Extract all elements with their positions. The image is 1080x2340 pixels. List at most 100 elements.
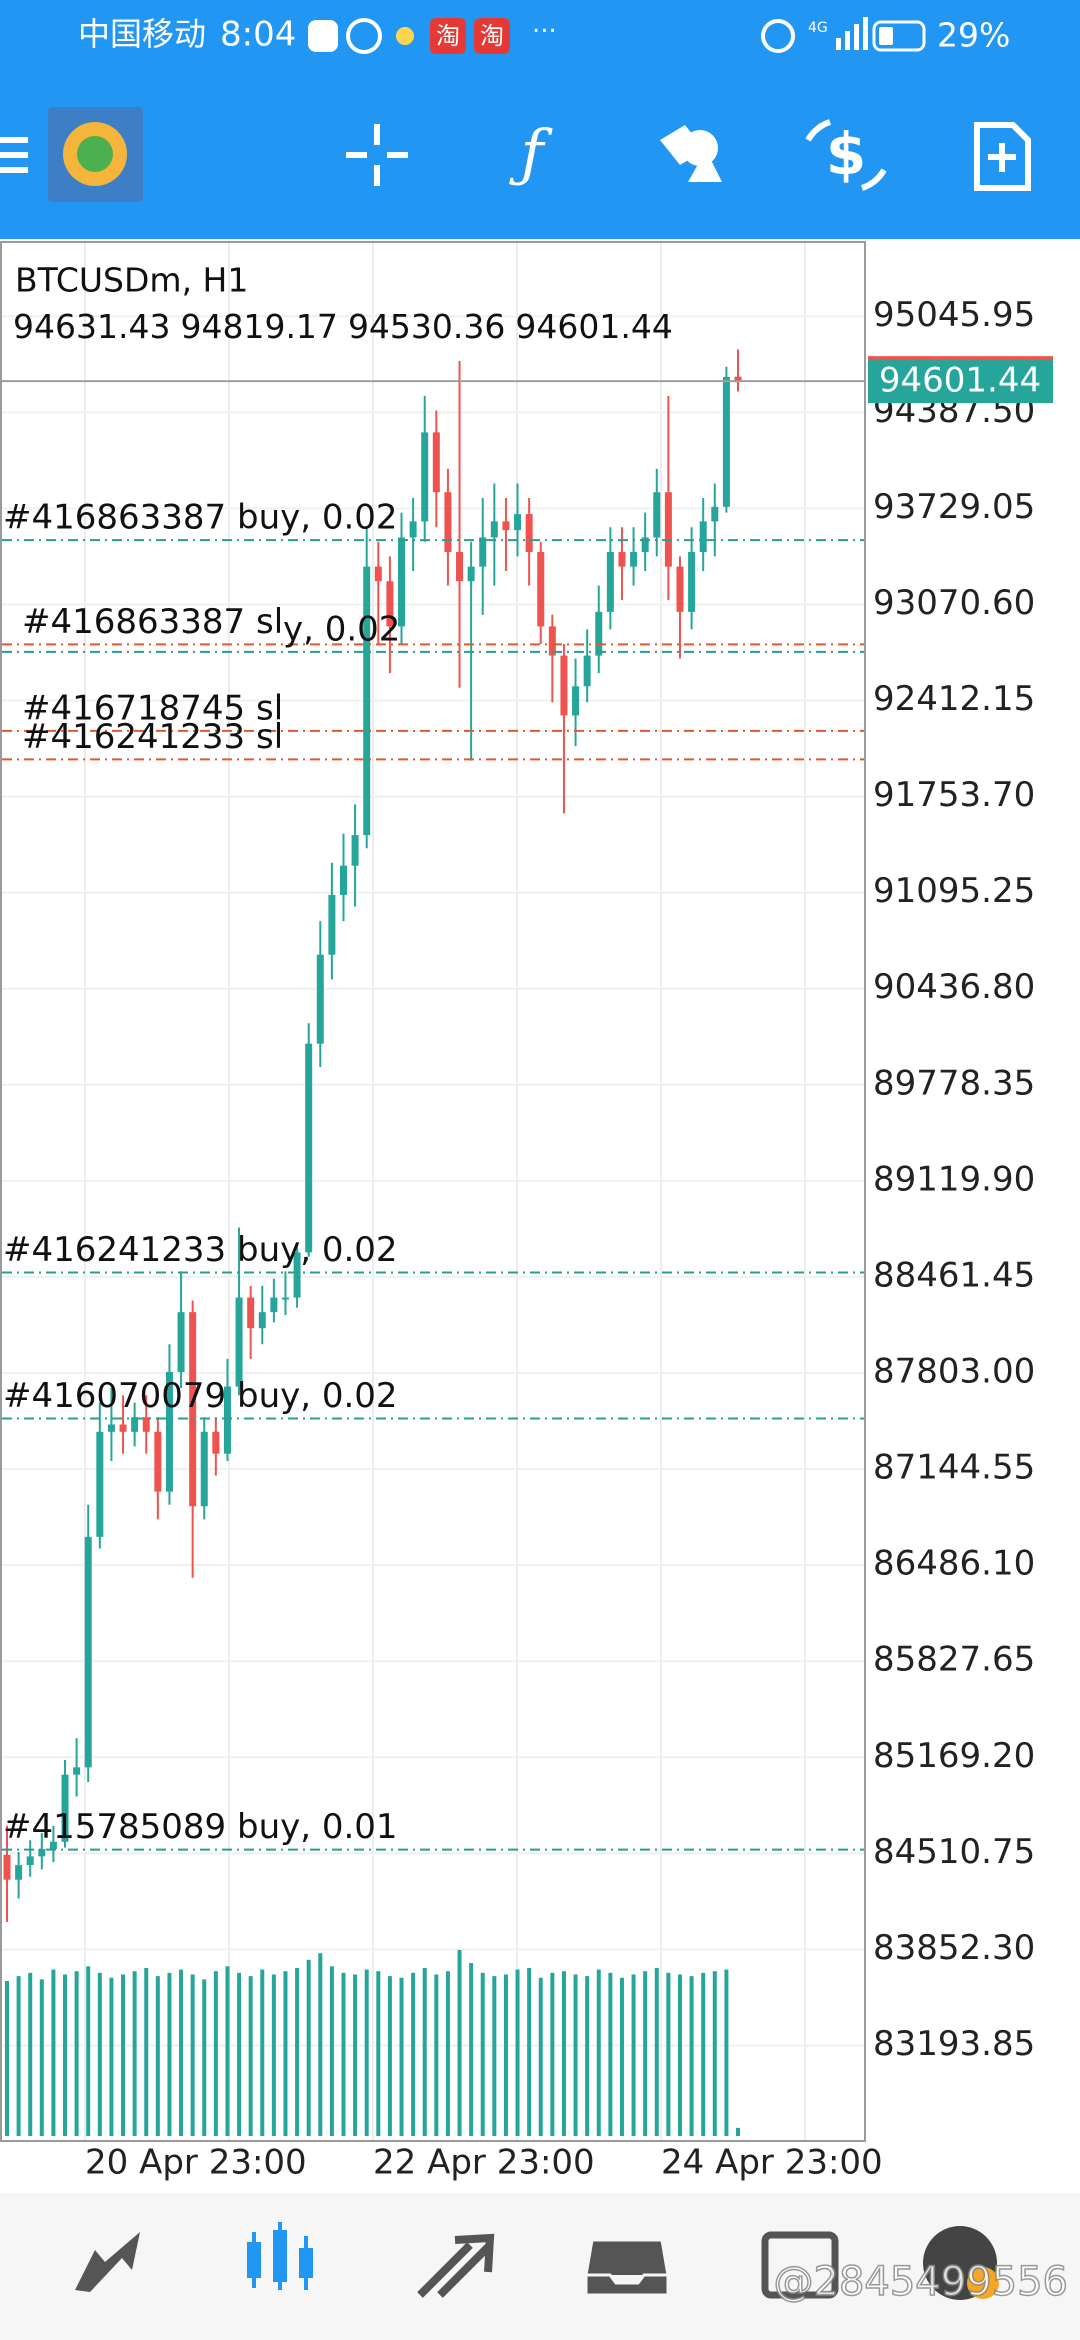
volume-bar [109,1977,114,2136]
candle-body [339,865,347,895]
x-tick-label: 20 Apr 23:00 [85,2143,307,2183]
menu-button[interactable] [0,137,28,173]
volume-bar [237,1972,242,2136]
candle-body [722,376,730,507]
y-tick-label: 95045.95 [873,295,1035,335]
plot-border [0,241,866,2142]
app-icon [430,18,466,54]
volume-bar [5,1981,9,2136]
y-tick-label: 91095.25 [873,871,1035,911]
candle-body [235,1297,243,1387]
price-box-label: 94601.44 [879,361,1041,401]
volume-bar [179,1969,184,2136]
volume-bar [318,1953,323,2136]
candle-body [572,686,580,716]
volume-bar [550,1972,555,2136]
trade-button[interactable]: $ [826,120,866,188]
volume-bar [28,1972,33,2136]
y-tick-label: 86486.10 [873,1544,1035,1584]
candle-body [386,581,394,627]
volume-bar [295,1967,300,2136]
volume-bar [225,1966,230,2136]
volume-bar [376,1971,381,2136]
nav-quotes[interactable] [75,2232,140,2292]
volume-bar [202,1979,207,2136]
volume-bar [387,1976,392,2136]
volume-bar [132,1971,137,2136]
clock: 8:04 [220,15,296,55]
app-icon-text: 淘 [436,22,460,50]
app-icon-text: 淘 [480,22,504,50]
candle-body [548,626,556,656]
y-tick-label: 92412.15 [873,679,1035,719]
y-tick-label: 85827.65 [873,1640,1035,1680]
candle-body [618,552,626,567]
candle-body [421,432,429,522]
candle-body [61,1774,69,1842]
high: 94819.17 [180,307,337,346]
volume-bar [608,1972,613,2136]
candle-body [84,1536,92,1768]
order-label: #416718745 sl [22,688,283,728]
candle-body [177,1312,185,1372]
nav-trade[interactable] [417,2233,495,2298]
candle-body [270,1297,278,1313]
y-tick-label: 83852.30 [873,1928,1035,1968]
volume-bar [654,1967,659,2136]
candle-body [15,1865,23,1880]
volume-bar [283,1971,288,2136]
candle-body [444,492,452,553]
nav-news[interactable] [761,2231,839,2299]
volume-bar [167,1972,172,2136]
candle-body [502,521,510,531]
candle-body [641,537,649,553]
crosshair-button[interactable] [346,124,408,186]
y-tick-label: 87144.55 [873,1448,1035,1488]
volume-bar [666,1972,671,2136]
volume-bar [422,1967,427,2136]
volume-bar [724,1969,729,2136]
status-icon [396,27,414,45]
candle-body [583,655,591,687]
objects-button[interactable] [660,125,722,182]
volume-bar [190,1974,195,2136]
status-icon [346,18,382,54]
volume-bar [643,1971,648,2136]
candle-body [653,492,661,538]
more-dots: ··· [532,17,557,47]
alarm-icon [761,19,795,53]
candle-body [73,1767,81,1775]
candle-body [281,1297,289,1300]
candle-body [409,521,417,538]
candle-body [490,521,498,538]
network: 4G [808,20,828,36]
volume-bar [74,1971,79,2136]
x-tick-label: 22 Apr 23:00 [373,2143,595,2183]
volume-bar [689,1976,694,2136]
order-label: #415785089 buy, 0.01 [3,1807,398,1847]
candle-body [351,835,359,866]
volume-bar [16,1976,21,2136]
y-tick-label: 93070.60 [873,583,1035,623]
nav-history[interactable] [584,2238,670,2297]
new-order-button[interactable] [974,122,1031,191]
volume-bar [51,1969,56,2136]
carrier: 中国移动 [78,15,206,53]
volume-bar [121,1974,126,2136]
candle-body [154,1431,162,1492]
battery-icon [872,20,926,52]
candle-body [316,954,324,1044]
volume-bar [399,1977,404,2136]
volume-bar [596,1969,601,2136]
volume-bar [353,1974,358,2136]
ohlc-line: 94631.43 94819.17 94530.36 94601.44 [13,307,673,346]
candle-body [223,1386,231,1454]
candle-body [398,537,406,627]
volume-bar [712,1971,717,2136]
volume-bar [445,1971,450,2136]
volume-bar [573,1974,578,2136]
nav-chart[interactable] [247,2222,313,2290]
candle-body [26,1856,34,1866]
